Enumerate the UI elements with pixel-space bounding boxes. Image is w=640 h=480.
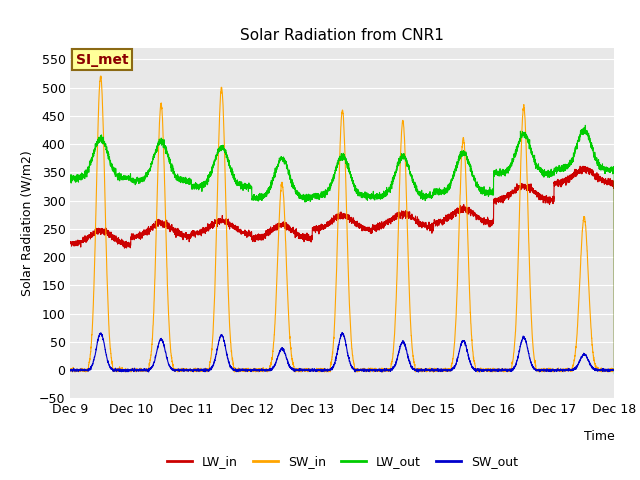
SW_out [610,368,618,373]
LW_in [611,363,618,369]
SW_in [495,367,503,372]
SW_out [339,330,346,336]
LW_out [611,371,618,377]
SW_out [495,368,503,374]
SW_in [68,369,76,375]
LW_in [164,224,172,229]
LW_in [67,240,74,245]
SW_out [415,369,422,375]
LW_in [495,197,503,203]
Legend: LW_in, SW_in, LW_out, SW_out: LW_in, SW_in, LW_out, SW_out [162,450,523,473]
SW_in [611,366,618,372]
LW_in [322,224,330,230]
LW_out [322,189,330,194]
LW_out [495,170,503,176]
LW_in [579,163,587,169]
SW_in [435,367,442,372]
Line: SW_out: SW_out [70,333,614,372]
SW_out [322,367,330,373]
SW_in [97,73,105,79]
SW_out [465,352,472,358]
Line: LW_in: LW_in [70,166,614,366]
SW_in [610,366,618,372]
SW_in [164,309,172,314]
Y-axis label: Solar Radiation (W/m2): Solar Radiation (W/m2) [20,150,33,296]
LW_out [164,153,172,159]
SW_out [611,368,618,373]
Title: Solar Radiation from CNR1: Solar Radiation from CNR1 [241,28,444,43]
SW_in [465,254,472,260]
SW_out [435,367,442,372]
LW_in [434,221,442,227]
LW_out [67,174,74,180]
Line: SW_in: SW_in [70,76,614,372]
SW_out [67,367,74,372]
LW_in [465,209,472,215]
Text: Time: Time [584,430,614,443]
Line: LW_out: LW_out [70,125,614,374]
SW_in [323,367,330,372]
SW_out [164,360,172,365]
LW_in [610,179,618,185]
LW_out [610,167,618,172]
LW_out [582,122,589,128]
Text: SI_met: SI_met [76,53,129,67]
LW_out [434,190,442,196]
LW_out [465,158,472,164]
SW_in [67,367,74,373]
